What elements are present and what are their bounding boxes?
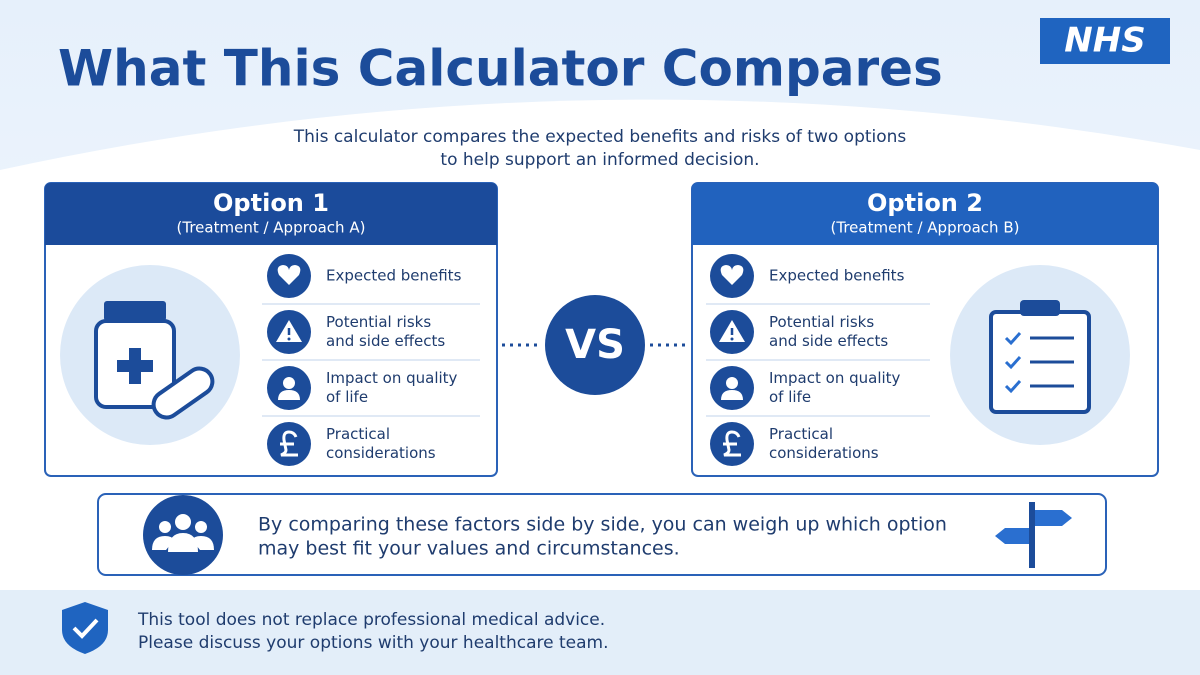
subtitle-line: This calculator compares the expected be…: [293, 127, 907, 147]
item-text: considerations: [326, 444, 436, 462]
option-card: Option 1 (Treatment / Approach A) Expected…: [44, 182, 498, 477]
item-text: Expected benefits: [326, 267, 462, 285]
person-head: [726, 377, 738, 389]
vs: VS: [565, 322, 625, 368]
item-text: of life: [326, 388, 368, 406]
summary-box: [97, 493, 1107, 576]
person-head: [283, 377, 295, 389]
option-subtitle: (Treatment / Approach A): [177, 219, 366, 237]
cross: [117, 348, 153, 384]
item-text: Impact on quality: [326, 369, 458, 387]
heart-glyph: [277, 265, 301, 285]
check: [1004, 355, 1022, 370]
summary-line: may best fit your values and circumstanc…: [258, 538, 680, 560]
people-glyph: [152, 514, 214, 552]
logo: NHS: [1064, 21, 1145, 61]
warning-dot: [287, 337, 291, 341]
pound-glyph: [723, 430, 741, 457]
footer-line: Please discuss your options with your he…: [138, 633, 609, 653]
heart-glyph: [720, 265, 744, 285]
title: What This Calculator Compares: [58, 40, 943, 98]
shield-icon: [62, 602, 108, 654]
item-text: and side effects: [326, 332, 445, 350]
item-text: considerations: [769, 444, 879, 462]
subtitle-line: to help support an informed decision.: [440, 150, 759, 170]
person-body: [278, 390, 300, 400]
item-text: Potential risks: [326, 313, 431, 331]
pill: [151, 366, 215, 420]
shield-check: [72, 618, 99, 639]
pound-glyph: [280, 430, 298, 457]
signpost: [995, 502, 1072, 568]
clip: [1020, 300, 1060, 316]
person-body: [721, 390, 743, 400]
item-text: Practical: [769, 425, 833, 443]
card-header: [45, 183, 497, 245]
footer-band: [0, 590, 1200, 675]
item-text: Impact on quality: [769, 369, 901, 387]
item-text: Potential risks: [769, 313, 874, 331]
jar-lid: [104, 301, 166, 321]
item-text: and side effects: [769, 332, 888, 350]
vs-circle: [545, 295, 645, 395]
card-header: [692, 183, 1158, 245]
check: [1004, 379, 1022, 394]
check: [1004, 331, 1022, 346]
summary-line: By comparing these factors side by side,…: [258, 514, 947, 536]
logo-box: [1040, 18, 1170, 64]
option-subtitle: (Treatment / Approach B): [831, 219, 1020, 237]
option-card: Option 2 (Treatment / Approach B) Expected…: [691, 182, 1159, 477]
item-text: of life: [769, 388, 811, 406]
item-text: Expected benefits: [769, 267, 905, 285]
option-title: Option 2: [867, 189, 983, 217]
warning-dot: [730, 337, 734, 341]
item-text: Practical: [326, 425, 390, 443]
option-title: Option 1: [213, 189, 329, 217]
footer-line: This tool does not replace professional …: [137, 610, 605, 630]
